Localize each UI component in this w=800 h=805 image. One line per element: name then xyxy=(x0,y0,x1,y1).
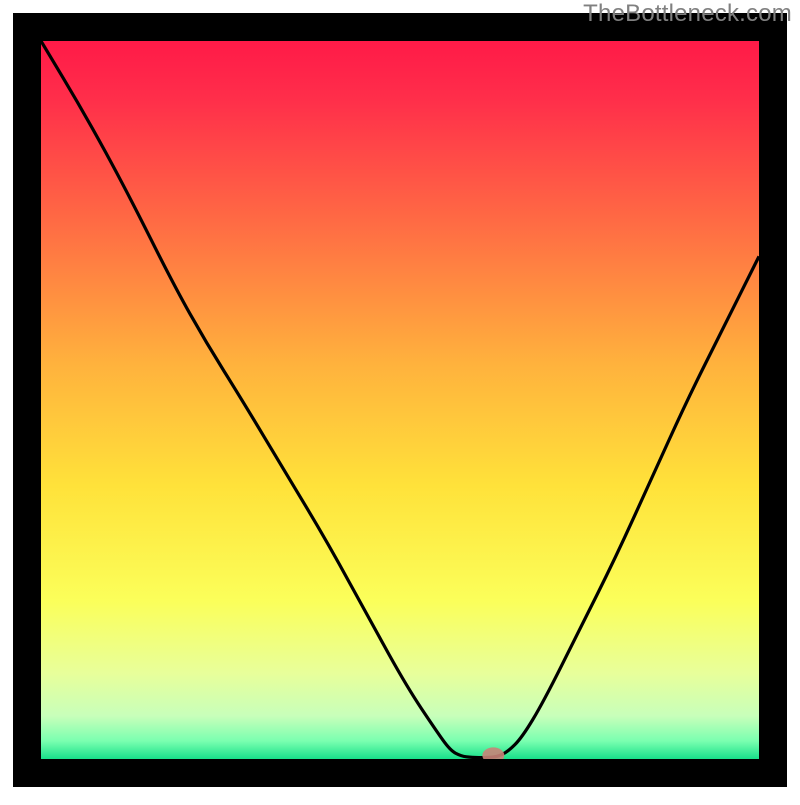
chart-frame: TheBottleneck.com xyxy=(0,0,800,800)
plot-background xyxy=(41,41,759,759)
bottleneck-chart xyxy=(0,0,800,800)
watermark-label: TheBottleneck.com xyxy=(583,0,792,28)
